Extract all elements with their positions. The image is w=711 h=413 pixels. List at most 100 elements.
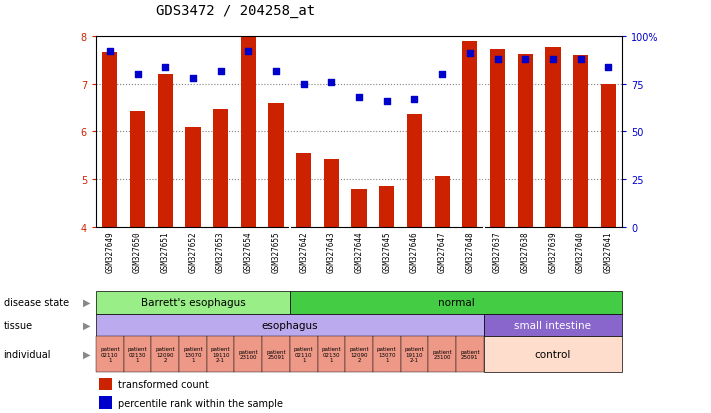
Point — [520, 57, 531, 63]
Point — [187, 76, 198, 82]
Text: GSM327638: GSM327638 — [520, 230, 530, 272]
Point — [603, 64, 614, 71]
Text: GSM327640: GSM327640 — [576, 230, 585, 272]
Bar — [318, 337, 346, 372]
Text: GSM327653: GSM327653 — [216, 230, 225, 272]
Text: percentile rank within the sample: percentile rank within the sample — [118, 398, 283, 408]
Bar — [346, 337, 373, 372]
Bar — [262, 337, 290, 372]
Point — [242, 49, 254, 56]
Text: GSM327644: GSM327644 — [355, 230, 363, 272]
Point — [575, 57, 587, 63]
Point — [159, 64, 171, 71]
Bar — [268, 104, 284, 227]
Text: patient
25091: patient 25091 — [266, 349, 286, 360]
Bar — [151, 337, 179, 372]
Bar — [407, 115, 422, 227]
Text: ▶: ▶ — [83, 320, 90, 330]
Text: patient
25091: patient 25091 — [460, 349, 480, 360]
Text: patient
02110
1: patient 02110 1 — [294, 346, 314, 363]
Bar — [186, 128, 201, 227]
Text: GSM327647: GSM327647 — [438, 230, 447, 272]
Point — [104, 49, 115, 56]
Text: disease state: disease state — [4, 297, 69, 308]
Text: transformed count: transformed count — [118, 379, 209, 389]
Text: ▶: ▶ — [83, 297, 90, 308]
Point — [381, 98, 392, 105]
Bar — [290, 337, 318, 372]
Text: patient
23100: patient 23100 — [238, 349, 258, 360]
Bar — [379, 187, 395, 227]
Text: GSM327641: GSM327641 — [604, 230, 613, 272]
Bar — [483, 314, 622, 337]
Point — [464, 51, 476, 57]
Bar — [373, 337, 400, 372]
Bar — [158, 75, 173, 227]
Text: patient
19110
2-1: patient 19110 2-1 — [405, 346, 424, 363]
Text: patient
13070
1: patient 13070 1 — [377, 346, 397, 363]
Bar — [99, 396, 112, 409]
Bar — [428, 337, 456, 372]
Bar — [434, 176, 450, 227]
Text: patient
13070
1: patient 13070 1 — [183, 346, 203, 363]
Text: GSM327651: GSM327651 — [161, 230, 170, 272]
Bar — [235, 337, 262, 372]
Text: GSM327650: GSM327650 — [133, 230, 142, 272]
Text: GSM327648: GSM327648 — [465, 230, 474, 272]
Bar — [324, 160, 339, 227]
Text: GSM327645: GSM327645 — [383, 230, 391, 272]
Point — [353, 95, 365, 101]
Bar — [96, 291, 290, 314]
Text: GSM327643: GSM327643 — [327, 230, 336, 272]
Bar — [351, 189, 367, 227]
Point — [437, 72, 448, 78]
Text: patient
23100: patient 23100 — [432, 349, 452, 360]
Bar — [240, 37, 256, 227]
Bar — [96, 314, 483, 337]
Text: small intestine: small intestine — [514, 320, 592, 330]
Text: normal: normal — [437, 297, 474, 308]
Bar — [483, 337, 622, 372]
Text: GSM327646: GSM327646 — [410, 230, 419, 272]
Bar — [130, 111, 145, 227]
Text: GSM327649: GSM327649 — [105, 230, 114, 272]
Bar — [518, 55, 533, 227]
Bar — [179, 337, 207, 372]
Text: GSM327639: GSM327639 — [548, 230, 557, 272]
Text: GSM327637: GSM327637 — [493, 230, 502, 272]
Text: ▶: ▶ — [83, 349, 90, 359]
Bar — [456, 337, 483, 372]
Point — [409, 97, 420, 103]
Text: Barrett's esophagus: Barrett's esophagus — [141, 297, 245, 308]
Bar — [601, 85, 616, 227]
Bar — [102, 53, 117, 227]
Point — [547, 57, 559, 63]
Text: patient
02130
1: patient 02130 1 — [128, 346, 147, 363]
Point — [270, 68, 282, 75]
Text: tissue: tissue — [4, 320, 33, 330]
Text: GSM327642: GSM327642 — [299, 230, 308, 272]
Bar — [96, 337, 124, 372]
Bar — [462, 42, 478, 227]
Bar — [573, 56, 588, 227]
Bar — [207, 337, 235, 372]
Text: GSM327655: GSM327655 — [272, 230, 280, 272]
Point — [326, 79, 337, 86]
Text: patient
12090
2: patient 12090 2 — [156, 346, 175, 363]
Text: esophagus: esophagus — [262, 320, 318, 330]
Bar — [490, 50, 505, 227]
Point — [298, 81, 309, 88]
Bar — [400, 337, 428, 372]
Bar — [290, 291, 622, 314]
Text: individual: individual — [4, 349, 51, 359]
Point — [492, 57, 503, 63]
Bar — [213, 110, 228, 227]
Bar — [124, 337, 151, 372]
Text: control: control — [535, 349, 571, 359]
Point — [215, 68, 226, 75]
Bar — [296, 154, 311, 227]
Bar — [99, 378, 112, 390]
Text: GDS3472 / 204258_at: GDS3472 / 204258_at — [156, 4, 316, 18]
Text: patient
12090
2: patient 12090 2 — [349, 346, 369, 363]
Text: GSM327654: GSM327654 — [244, 230, 253, 272]
